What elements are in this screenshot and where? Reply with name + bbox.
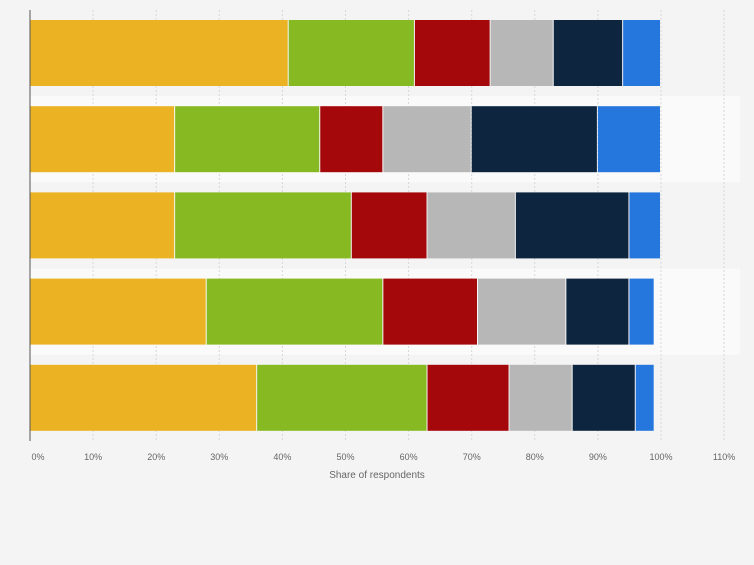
bar-segment [30, 20, 288, 86]
bar-segment [30, 192, 175, 259]
bar-segment [30, 364, 257, 431]
x-tick-label: 80% [526, 452, 544, 462]
bar-segment [30, 106, 175, 173]
bar-segment [490, 20, 553, 86]
x-tick-label: 110% [713, 452, 735, 462]
bar-segment [471, 106, 597, 173]
x-tick-label: 70% [463, 452, 481, 462]
bar-segment [320, 106, 383, 173]
bar-segment [623, 20, 660, 86]
bar-segment [175, 192, 351, 259]
bar-segment [635, 364, 654, 431]
bar-segment [509, 364, 572, 431]
x-tick-label: 30% [210, 452, 228, 462]
x-tick-label: 40% [273, 452, 291, 462]
bar-segment [478, 278, 566, 345]
bar-segment [566, 278, 629, 345]
bar-segment [553, 20, 623, 86]
bar-segment [206, 278, 383, 345]
bar-segment [629, 192, 660, 259]
bar-segment [257, 364, 427, 431]
bar-segment [383, 278, 478, 345]
bar-segment [30, 278, 206, 345]
bar-segment [629, 278, 654, 345]
x-axis-label: Share of respondents [329, 470, 425, 481]
bar-segment [427, 364, 509, 431]
bar-segment [175, 106, 320, 173]
bar-segment [427, 192, 515, 259]
bar-segment [597, 106, 660, 173]
bar-segment [351, 192, 427, 259]
x-tick-label: 90% [589, 452, 607, 462]
bar-segment [515, 192, 629, 259]
bar-segment [288, 20, 414, 86]
bar-segment [383, 106, 471, 173]
x-tick-label: 60% [400, 452, 418, 462]
x-tick-label: 50% [336, 452, 354, 462]
x-tick-label: 100% [649, 452, 672, 462]
x-tick-label: 10% [84, 452, 102, 462]
bar-segment [414, 20, 490, 86]
x-tick-label: 0% [31, 452, 44, 462]
x-tick-label: 20% [147, 452, 165, 462]
bar-segment [572, 364, 635, 431]
